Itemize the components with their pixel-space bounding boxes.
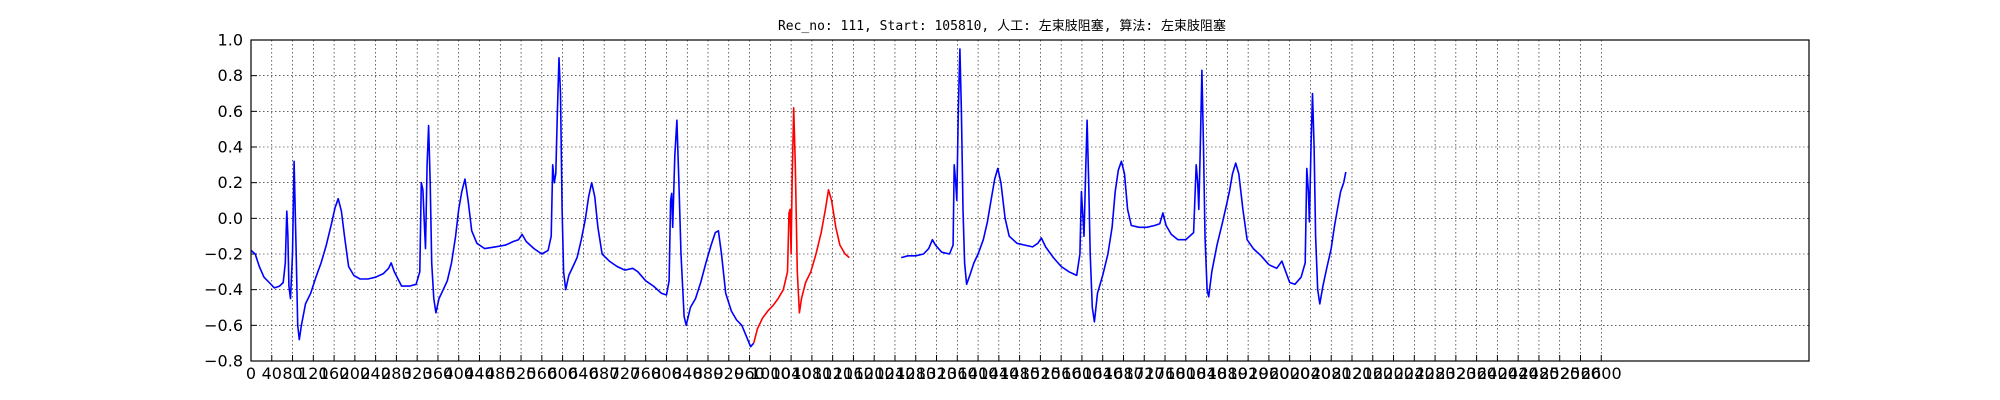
x-tick-label: 1160 bbox=[833, 364, 874, 383]
x-tick-label: 2400 bbox=[1477, 364, 1518, 383]
series-group bbox=[250, 48, 1347, 348]
x-tick-label: 1840 bbox=[1186, 364, 1227, 383]
x-tick-label: 840 bbox=[672, 364, 703, 383]
x-axis: 0 40 8012016020024028032036040044048052056… bbox=[246, 355, 1622, 383]
x-tick-label: 1800 bbox=[1165, 364, 1206, 383]
x-tick-label: 2120 bbox=[1332, 364, 1373, 383]
x-tick-label: 600 bbox=[547, 364, 578, 383]
x-tick-label: 1720 bbox=[1124, 364, 1165, 383]
x-tick-label: 2480 bbox=[1519, 364, 1560, 383]
x-tick-label: 2320 bbox=[1435, 364, 1476, 383]
x-tick-label: 1960 bbox=[1249, 364, 1290, 383]
x-tick-label: 2200 bbox=[1373, 364, 1414, 383]
x-tick-label: 1120 bbox=[812, 364, 853, 383]
x-tick-label: 360 bbox=[423, 364, 454, 383]
x-tick-label: 2040 bbox=[1290, 364, 1331, 383]
x-tick-label: 800 bbox=[651, 364, 682, 383]
y-tick-label: 1.0 bbox=[218, 31, 243, 50]
x-tick-label: 1920 bbox=[1228, 364, 1269, 383]
x-tick-label: 2560 bbox=[1560, 364, 1601, 383]
y-tick-label: −0.6 bbox=[204, 316, 243, 335]
y-tick-label: 0.4 bbox=[218, 138, 243, 157]
x-tick-label: 2160 bbox=[1352, 364, 1393, 383]
x-tick-label: 640 bbox=[568, 364, 599, 383]
x-tick-label: 2360 bbox=[1456, 364, 1497, 383]
x-tick-label: 1360 bbox=[937, 364, 978, 383]
x-tick-label: 280 bbox=[381, 364, 412, 383]
x-tick-label: 240 bbox=[360, 364, 391, 383]
x-tick-label: 320 bbox=[402, 364, 433, 383]
x-tick-label: 1280 bbox=[895, 364, 936, 383]
x-tick-label: 1080 bbox=[792, 364, 833, 383]
x-tick-label: 1640 bbox=[1082, 364, 1123, 383]
y-tick-label: 0.6 bbox=[218, 102, 243, 121]
ecg-series-line bbox=[250, 56, 755, 348]
x-tick-label: 1760 bbox=[1145, 364, 1186, 383]
y-tick-label: −0.8 bbox=[204, 352, 243, 371]
x-tick-label: 1520 bbox=[1020, 364, 1061, 383]
x-tick-label: 760 bbox=[630, 364, 661, 383]
y-tick-label: 0.2 bbox=[218, 173, 243, 192]
x-tick-label: 2240 bbox=[1394, 364, 1435, 383]
x-tick-label: 440 bbox=[464, 364, 495, 383]
y-tick-label: −0.4 bbox=[204, 280, 243, 299]
x-tick-label: 2000 bbox=[1269, 364, 1310, 383]
x-tick-label: 160 bbox=[319, 364, 350, 383]
x-tick-label: 480 bbox=[485, 364, 516, 383]
x-tick-label: 1200 bbox=[854, 364, 895, 383]
y-axis: 1.0 0.8 0.6 0.4 0.2 0.0 −0.2 −0.4 −0.6 −0.8 bbox=[204, 31, 257, 371]
ecg-series-line bbox=[752, 107, 850, 344]
x-tick-label: 880 bbox=[693, 364, 724, 383]
x-tick-label: 720 bbox=[610, 364, 641, 383]
x-tick-label: 1880 bbox=[1207, 364, 1248, 383]
x-tick-label: 2280 bbox=[1415, 364, 1456, 383]
x-tick-label: 2440 bbox=[1498, 364, 1539, 383]
x-tick-label: 0 bbox=[246, 364, 256, 383]
x-tick-label: 1480 bbox=[999, 364, 1040, 383]
y-tick-label: 0.0 bbox=[218, 209, 243, 228]
chart-title: Rec_no: 111, Start: 105810, 人工: 左束肢阻塞, 算… bbox=[778, 18, 1226, 34]
x-tick-label: 1240 bbox=[875, 364, 916, 383]
x-tick-label: 560 bbox=[527, 364, 558, 383]
plot-background bbox=[251, 40, 1809, 361]
x-tick-label: 1000 bbox=[750, 364, 791, 383]
x-tick-label: 520 bbox=[506, 364, 537, 383]
x-tick-label: 1680 bbox=[1103, 364, 1144, 383]
x-tick-label: 1320 bbox=[916, 364, 957, 383]
x-tick-label: 1040 bbox=[771, 364, 812, 383]
x-tick-label: 1560 bbox=[1041, 364, 1082, 383]
plot-frame bbox=[250, 39, 1810, 362]
grid-lines bbox=[251, 40, 1809, 361]
x-tick-label: 680 bbox=[589, 364, 620, 383]
x-tick-label: 200 bbox=[340, 364, 371, 383]
y-tick-label: −0.2 bbox=[204, 245, 243, 264]
x-tick-label: 960 bbox=[734, 364, 765, 383]
ecg-series-line bbox=[900, 48, 1347, 323]
x-tick-label: 2600 bbox=[1581, 364, 1622, 383]
x-tick-label: 40 bbox=[262, 364, 282, 383]
x-tick-label: 2080 bbox=[1311, 364, 1352, 383]
y-tick-label: 0.8 bbox=[218, 66, 243, 85]
x-tick-label: 1400 bbox=[958, 364, 999, 383]
x-tick-label: 1600 bbox=[1062, 364, 1103, 383]
x-tick-label: 920 bbox=[714, 364, 745, 383]
x-tick-label: 2520 bbox=[1539, 364, 1580, 383]
x-tick-label: 80 bbox=[282, 364, 302, 383]
x-tick-label: 1440 bbox=[978, 364, 1019, 383]
x-tick-label: 400 bbox=[443, 364, 474, 383]
x-tick-label: 120 bbox=[298, 364, 329, 383]
